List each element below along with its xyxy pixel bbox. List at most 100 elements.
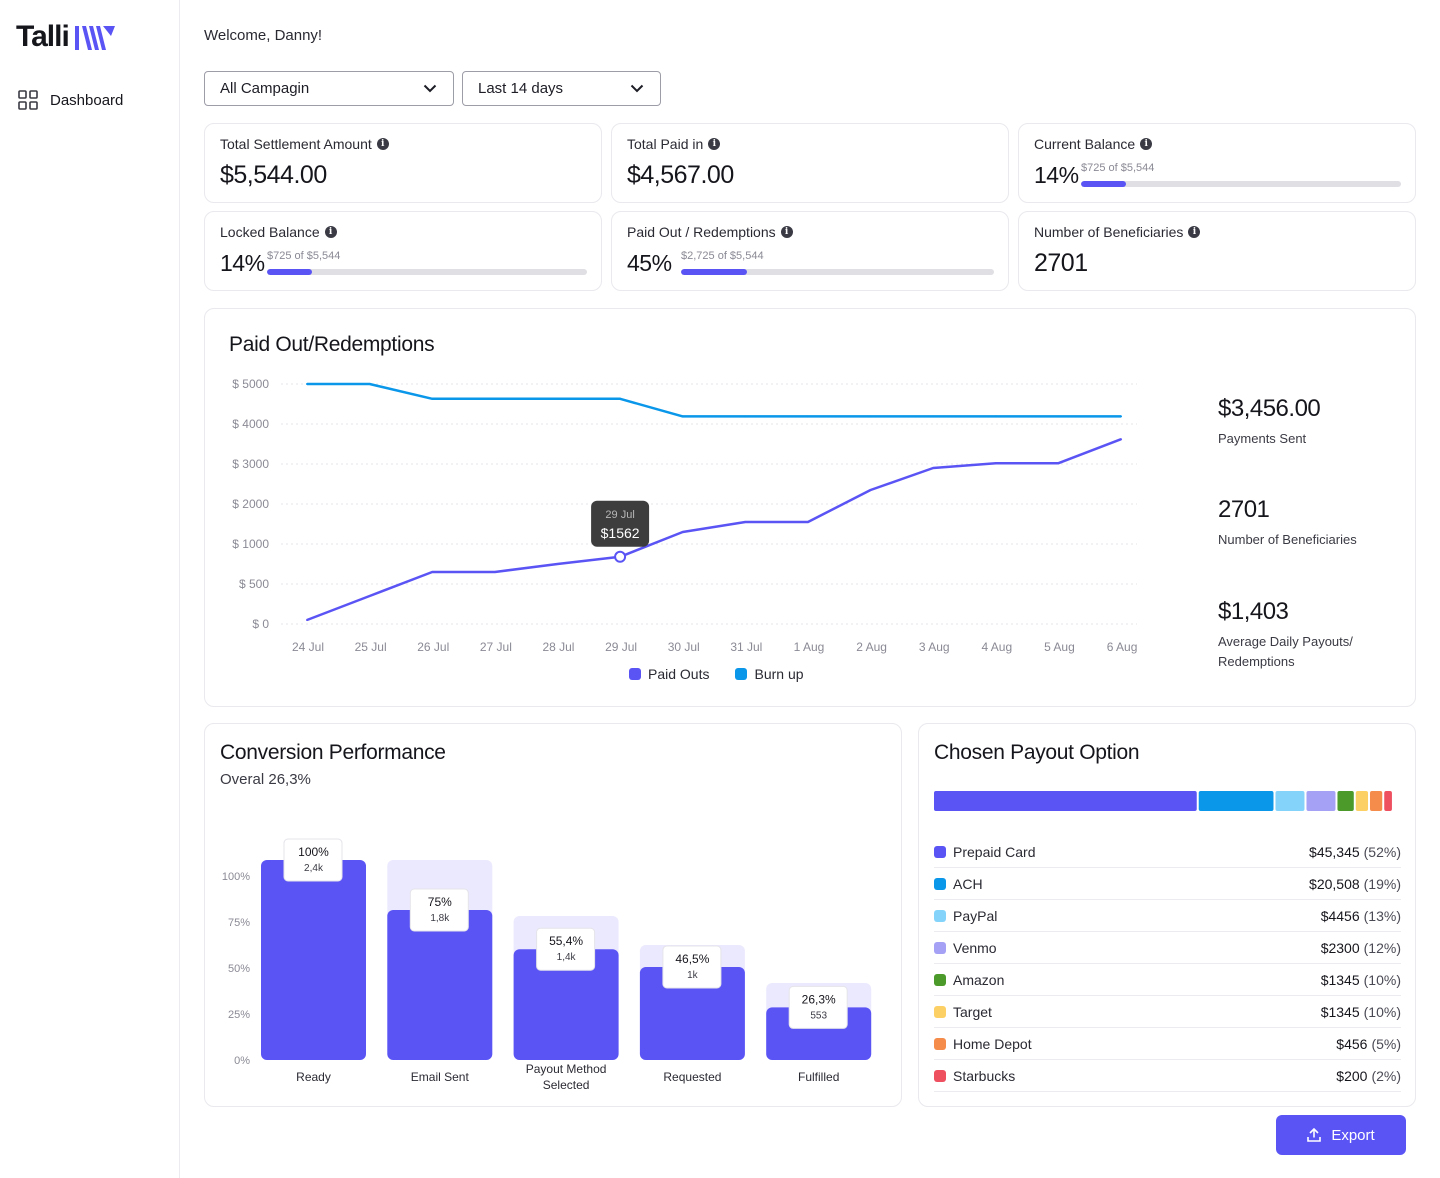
data-point[interactable] [1057,462,1060,465]
data-point[interactable] [806,521,809,523]
info-icon[interactable]: i [324,226,337,238]
data-point[interactable] [368,595,371,597]
data-point[interactable] [744,415,747,418]
payout-swatch [934,1005,946,1018]
legend-label: Burn up [754,666,804,682]
stat-label: Number of Beneficiaries [1034,224,1184,240]
bar-count-label: 1,4k [557,952,577,963]
x-tick-label: 26 Jul [417,640,449,654]
data-point[interactable] [681,415,684,418]
payout-row[interactable]: Target $1345 (10%) [934,996,1401,1028]
bar-count-label: 1k [687,970,699,981]
sidebar-item-dashboard[interactable]: Dashboard [18,90,123,110]
chevron-down-icon [630,84,644,93]
payout-row[interactable]: PayPal $4456 (13%) [934,900,1401,932]
conversion-bar-chart[interactable]: 0% 25% 50% 75% 100% 100% 2,4k Ready 75% 1,8k Email… [205,804,903,1104]
payout-segment-target[interactable] [1355,791,1369,811]
data-point[interactable] [431,571,434,573]
legend-swatch [735,668,748,680]
payout-segment-prepaid-card[interactable] [934,791,1197,811]
payout-amount: $1345 [1320,1003,1360,1020]
info-icon[interactable]: i [1188,226,1201,238]
line-chart[interactable]: $ 0 $ 500 $ 1000 $ 2000 $ 3000 $ 4000 $ 5000 24… [205,349,1165,699]
info-icon[interactable]: i [708,138,721,150]
x-tick-label: 1 Aug [794,640,825,654]
data-point[interactable] [1057,415,1060,418]
welcome-message: Welcome, Danny! [204,27,323,44]
info-icon[interactable]: i [1140,138,1153,150]
data-point[interactable] [493,571,496,573]
campaign-select[interactable]: All Campagin [204,71,454,106]
series-line-paid-outs[interactable] [306,438,1122,622]
data-point[interactable] [932,415,935,418]
y-tick-label: 75% [228,917,250,929]
data-point[interactable] [556,397,559,400]
payout-segment-amazon[interactable] [1337,791,1354,811]
period-select[interactable]: Last 14 days [462,71,661,106]
payout-name: Amazon [953,971,1005,988]
payout-swatch [934,877,946,890]
export-button[interactable]: Export [1276,1115,1406,1155]
y-tick-label: $ 500 [239,577,269,591]
progress-bar [681,269,994,275]
stat-bar-caption: $725 of $5,544 [1081,162,1155,174]
brand-logo[interactable]: Talli [16,20,117,54]
data-point[interactable] [994,462,997,465]
bar[interactable] [261,860,366,1060]
sidebar-item-label: Dashboard [50,91,124,109]
payout-segment-home-depot[interactable] [1370,791,1383,811]
payout-segment-venmo[interactable] [1306,791,1336,811]
active-point[interactable] [614,550,627,563]
payout-segment-ach[interactable] [1198,791,1274,811]
payout-row[interactable]: ACH $20,508 (19%) [934,868,1401,900]
payout-row[interactable]: Home Depot $456 (5%) [934,1028,1401,1060]
stat-card-locked-balance: Locked Balance i 14% $725 of $5,544 [204,211,602,291]
x-category-label: Ready [296,1070,331,1084]
bar[interactable] [513,949,619,1060]
data-point[interactable] [744,521,747,523]
bar[interactable] [387,910,493,1060]
legend-item-paid-outs[interactable]: Paid Outs [629,666,709,682]
payout-swatch [934,845,946,858]
payout-stacked-bar[interactable] [934,791,1401,811]
data-point[interactable] [806,415,809,418]
data-point[interactable] [556,563,559,565]
section-title: Chosen Payout Option [934,741,1140,764]
x-tick-label: 3 Aug [919,640,950,654]
data-point[interactable] [1120,415,1123,418]
info-icon[interactable]: i [376,138,389,150]
bar[interactable] [639,967,745,1060]
payout-percent: (52%) [1363,843,1401,860]
data-point[interactable] [306,383,308,385]
data-point[interactable] [869,415,872,418]
data-point[interactable] [1120,438,1123,441]
bar-label-box [788,985,848,1029]
data-point[interactable] [681,531,684,533]
payout-amount: $456 [1336,1035,1368,1052]
series-line-burn-up[interactable] [307,382,1122,418]
legend-item-burn-up[interactable]: Burn up [735,666,804,682]
bar-count-label: 553 [810,1010,827,1021]
payout-row[interactable]: Venmo $2300 (12%) [934,932,1401,964]
payout-segment-starbucks[interactable] [1384,791,1392,811]
payout-segment-paypal[interactable] [1275,791,1305,811]
data-point[interactable] [493,397,496,400]
y-tick-label: 25% [228,1009,250,1021]
payout-row[interactable]: Amazon $1345 (10%) [934,964,1401,996]
payments-sent-value: $3,456.00 [1218,395,1321,422]
data-point[interactable] [368,383,371,385]
bar-value-label: 75% [428,895,452,909]
data-point[interactable] [431,397,434,400]
data-point[interactable] [994,415,997,418]
bar-label-box [409,888,469,932]
data-point[interactable] [932,467,935,469]
data-point[interactable] [306,619,308,621]
data-point[interactable] [619,397,622,400]
stat-label: Total Paid in [627,136,704,152]
info-icon[interactable]: i [780,226,793,238]
y-tick-label: 50% [228,963,250,975]
payout-row[interactable]: Starbucks $200 (2%) [934,1060,1401,1092]
payout-row[interactable]: Prepaid Card $45,345 (52%) [934,836,1401,868]
data-point[interactable] [869,489,872,491]
x-category-label: Fulfilled [798,1070,839,1084]
